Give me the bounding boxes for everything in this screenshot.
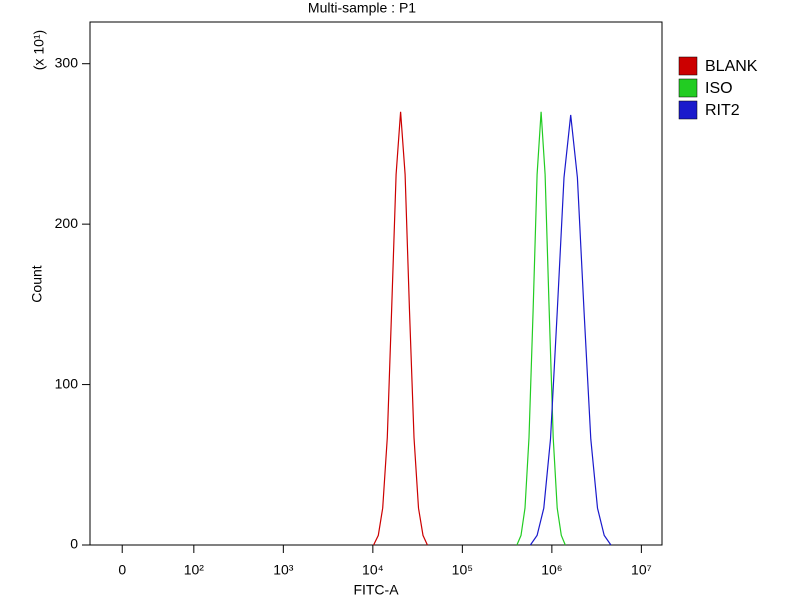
y-tick-label: 100 (55, 375, 79, 391)
x-tick-label: 10⁶ (541, 562, 562, 578)
y-tick-label: 300 (55, 54, 79, 70)
legend-swatch (678, 56, 698, 76)
x-tick-label: 0 (118, 562, 126, 578)
y-axis-label: Count (29, 265, 45, 302)
legend-label: RIT2 (705, 102, 740, 119)
plot-frame (89, 21, 663, 546)
histogram-line (373, 111, 428, 546)
legend-swatch (678, 78, 698, 98)
y-tick-label: 0 (70, 536, 78, 552)
x-tick-label: 10⁷ (631, 562, 652, 578)
legend-label: BLANK (705, 58, 758, 75)
histogram-line (516, 111, 566, 546)
chart-title: Multi-sample : P1 (308, 0, 416, 16)
x-tick-label: 10² (184, 562, 205, 578)
y-tick-label: 200 (55, 215, 79, 231)
legend-label: ISO (705, 80, 733, 97)
x-tick-label: 10³ (273, 562, 294, 578)
legend-swatch (678, 100, 698, 120)
x-tick-label: 10⁴ (362, 562, 384, 578)
x-axis-label: FITC-A (353, 582, 399, 598)
histogram-line (529, 114, 612, 546)
y-multiplier: (x 10¹) (31, 30, 47, 70)
x-tick-label: 10⁵ (452, 562, 473, 578)
